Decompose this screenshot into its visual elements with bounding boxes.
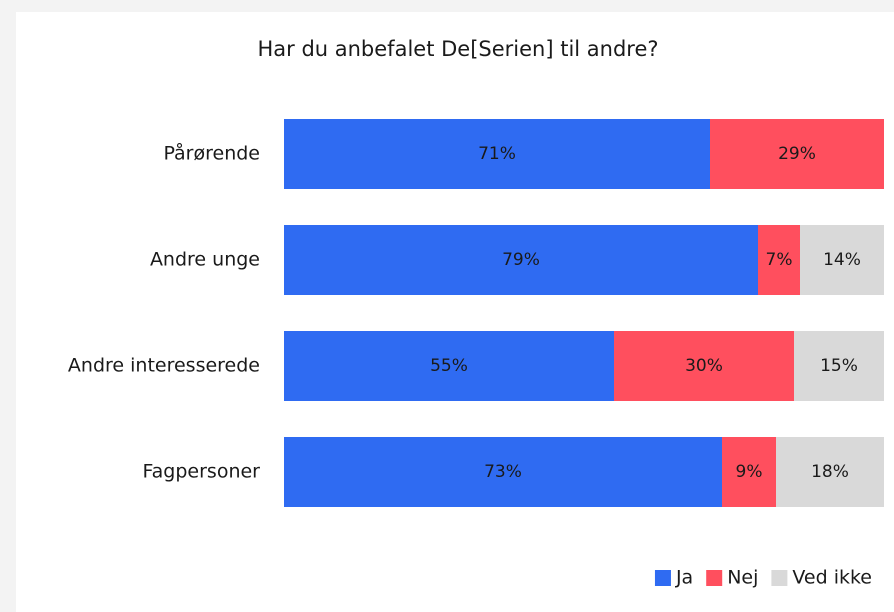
card: [16, 12, 894, 612]
category-label: Andre interesserede: [68, 355, 260, 377]
value-label: 79%: [502, 250, 540, 270]
value-label: 71%: [478, 144, 516, 164]
value-label: 14%: [823, 250, 861, 270]
value-label: 30%: [685, 356, 723, 376]
bar-segment: [284, 437, 722, 507]
value-label: 9%: [736, 462, 763, 482]
value-label: 7%: [766, 250, 793, 270]
value-label: 29%: [778, 144, 816, 164]
value-label: 73%: [484, 462, 522, 482]
bar-segment: [758, 225, 800, 295]
bar-segment: [284, 225, 758, 295]
legend-swatch: [771, 570, 788, 586]
category-label: Fagpersoner: [142, 461, 260, 483]
legend-swatch: [654, 570, 671, 586]
category-label: Andre unge: [150, 249, 260, 271]
bar-segment: [800, 225, 884, 295]
legend-label: Ja: [675, 567, 693, 589]
value-label: 55%: [430, 356, 468, 376]
bar-segment: [794, 331, 884, 401]
legend-swatch: [706, 570, 723, 586]
value-label: 18%: [811, 462, 849, 482]
value-label: 15%: [820, 356, 858, 376]
legend-label: Nej: [727, 567, 758, 589]
legend-label: Ved ikke: [792, 567, 872, 589]
bar-segment: [722, 437, 776, 507]
bar-segment: [284, 119, 710, 189]
bar-segment: [710, 119, 884, 189]
category-label: Pårørende: [163, 142, 260, 165]
bar-segment: [614, 331, 794, 401]
bar-segment: [776, 437, 884, 507]
chart-title: Har du anbefalet De[Serien] til andre?: [257, 37, 658, 61]
bar-segment: [284, 331, 614, 401]
